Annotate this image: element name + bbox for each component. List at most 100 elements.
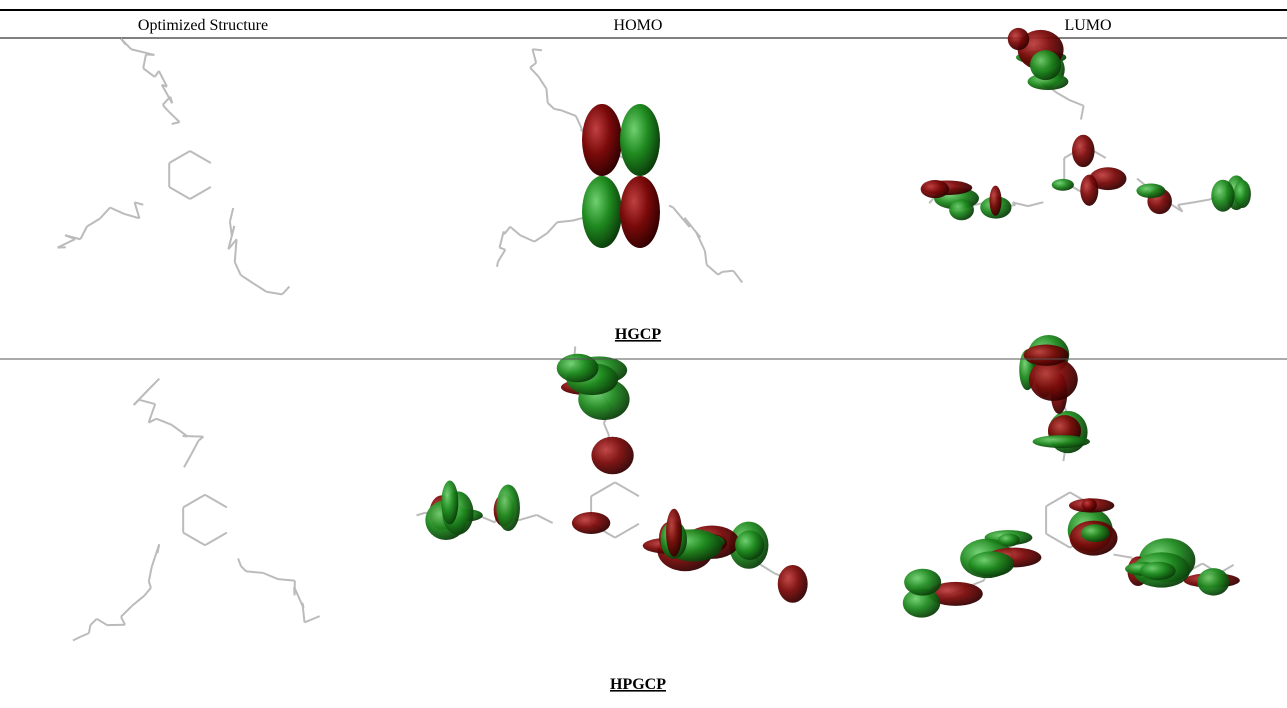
bond bbox=[669, 206, 673, 208]
bond bbox=[73, 637, 80, 641]
orbital-lobe bbox=[666, 509, 682, 557]
bond bbox=[183, 533, 205, 546]
figure-table: Optimized Structure HOMO LUMO HGCP HPGCP bbox=[0, 0, 1287, 708]
bond bbox=[696, 233, 704, 251]
bond bbox=[278, 579, 295, 580]
orbital-lobe bbox=[1033, 435, 1090, 448]
bond bbox=[144, 588, 151, 596]
bond bbox=[87, 218, 100, 226]
bond bbox=[121, 606, 132, 617]
bond bbox=[504, 227, 510, 235]
bond bbox=[121, 617, 125, 625]
row-label: HPGCP bbox=[610, 676, 666, 693]
bond bbox=[722, 271, 733, 272]
molecule bbox=[417, 346, 808, 602]
orbital-lobe bbox=[1024, 345, 1069, 366]
orbital-lobe bbox=[778, 565, 808, 603]
bond bbox=[235, 262, 241, 275]
orbital-lobe bbox=[620, 176, 660, 248]
bond bbox=[520, 235, 534, 241]
molecule bbox=[921, 28, 1251, 220]
bond bbox=[230, 208, 233, 222]
bond bbox=[532, 49, 541, 50]
bond bbox=[135, 202, 140, 218]
bond bbox=[183, 495, 205, 508]
bond bbox=[143, 54, 146, 68]
bond bbox=[57, 239, 75, 248]
bond bbox=[97, 619, 107, 625]
bond bbox=[500, 231, 504, 247]
bond bbox=[1028, 202, 1043, 206]
bond bbox=[190, 151, 211, 163]
molecule bbox=[497, 49, 742, 282]
orbital-lobe bbox=[1080, 175, 1098, 206]
bond bbox=[282, 287, 289, 295]
bond bbox=[90, 619, 96, 625]
bond bbox=[155, 71, 159, 77]
bond bbox=[302, 603, 304, 623]
bond bbox=[150, 379, 160, 389]
orbital-lobe bbox=[921, 180, 949, 198]
bond bbox=[205, 495, 227, 508]
bond bbox=[546, 89, 547, 103]
orbital-lobe bbox=[1211, 180, 1234, 212]
row-label: HGCP bbox=[615, 326, 661, 343]
bond bbox=[510, 227, 520, 236]
bond bbox=[718, 272, 722, 275]
bond bbox=[139, 400, 155, 404]
bond bbox=[169, 151, 190, 163]
orbital-lobe bbox=[1140, 562, 1176, 580]
orbital-lobe bbox=[591, 437, 633, 475]
bond bbox=[149, 582, 151, 588]
bond bbox=[149, 567, 152, 581]
bond bbox=[241, 566, 246, 571]
bond bbox=[152, 544, 160, 567]
bond bbox=[557, 220, 573, 222]
bond bbox=[591, 482, 615, 496]
bond bbox=[169, 187, 190, 199]
bond bbox=[534, 233, 547, 241]
orbital-lobe bbox=[735, 530, 764, 560]
bond bbox=[254, 283, 267, 291]
orbital-lobe bbox=[1081, 524, 1110, 542]
orbital-lobe bbox=[1052, 179, 1074, 191]
orbital-lobe bbox=[1072, 135, 1095, 167]
bond bbox=[547, 222, 557, 233]
bond bbox=[124, 214, 139, 218]
bond bbox=[1046, 534, 1070, 548]
bond bbox=[1046, 492, 1070, 506]
orbital-lobe bbox=[620, 104, 660, 176]
bond bbox=[615, 482, 639, 496]
orbital-lobe bbox=[1234, 180, 1251, 208]
bond bbox=[707, 265, 718, 275]
orbital-lobe bbox=[1008, 28, 1029, 50]
bond bbox=[305, 616, 320, 622]
column-header: HOMO bbox=[614, 17, 663, 34]
bond bbox=[131, 49, 154, 55]
bond bbox=[530, 68, 538, 77]
bond bbox=[168, 110, 180, 122]
bond bbox=[532, 49, 536, 63]
orbital-lobe bbox=[968, 551, 1014, 576]
bond bbox=[100, 208, 110, 219]
bond bbox=[238, 558, 241, 566]
bond bbox=[263, 573, 278, 579]
bond bbox=[705, 251, 707, 265]
orbital-lobe bbox=[557, 354, 599, 383]
bond bbox=[537, 515, 553, 523]
orbital-lobe bbox=[496, 485, 519, 532]
page: Optimized Structure HOMO LUMO HGCP HPGCP… bbox=[0, 0, 1287, 708]
bond bbox=[417, 513, 425, 516]
orbital-lobe bbox=[582, 176, 622, 248]
molecule bbox=[903, 335, 1240, 618]
bond bbox=[604, 423, 609, 435]
bond bbox=[110, 208, 124, 214]
bond bbox=[205, 533, 227, 546]
column-header: Optimized Structure bbox=[138, 17, 268, 34]
bond bbox=[266, 292, 282, 295]
bond bbox=[1081, 106, 1084, 120]
bond bbox=[615, 524, 639, 538]
orbital-lobe bbox=[1136, 184, 1165, 199]
bond bbox=[1069, 100, 1084, 106]
bond bbox=[1178, 202, 1194, 205]
